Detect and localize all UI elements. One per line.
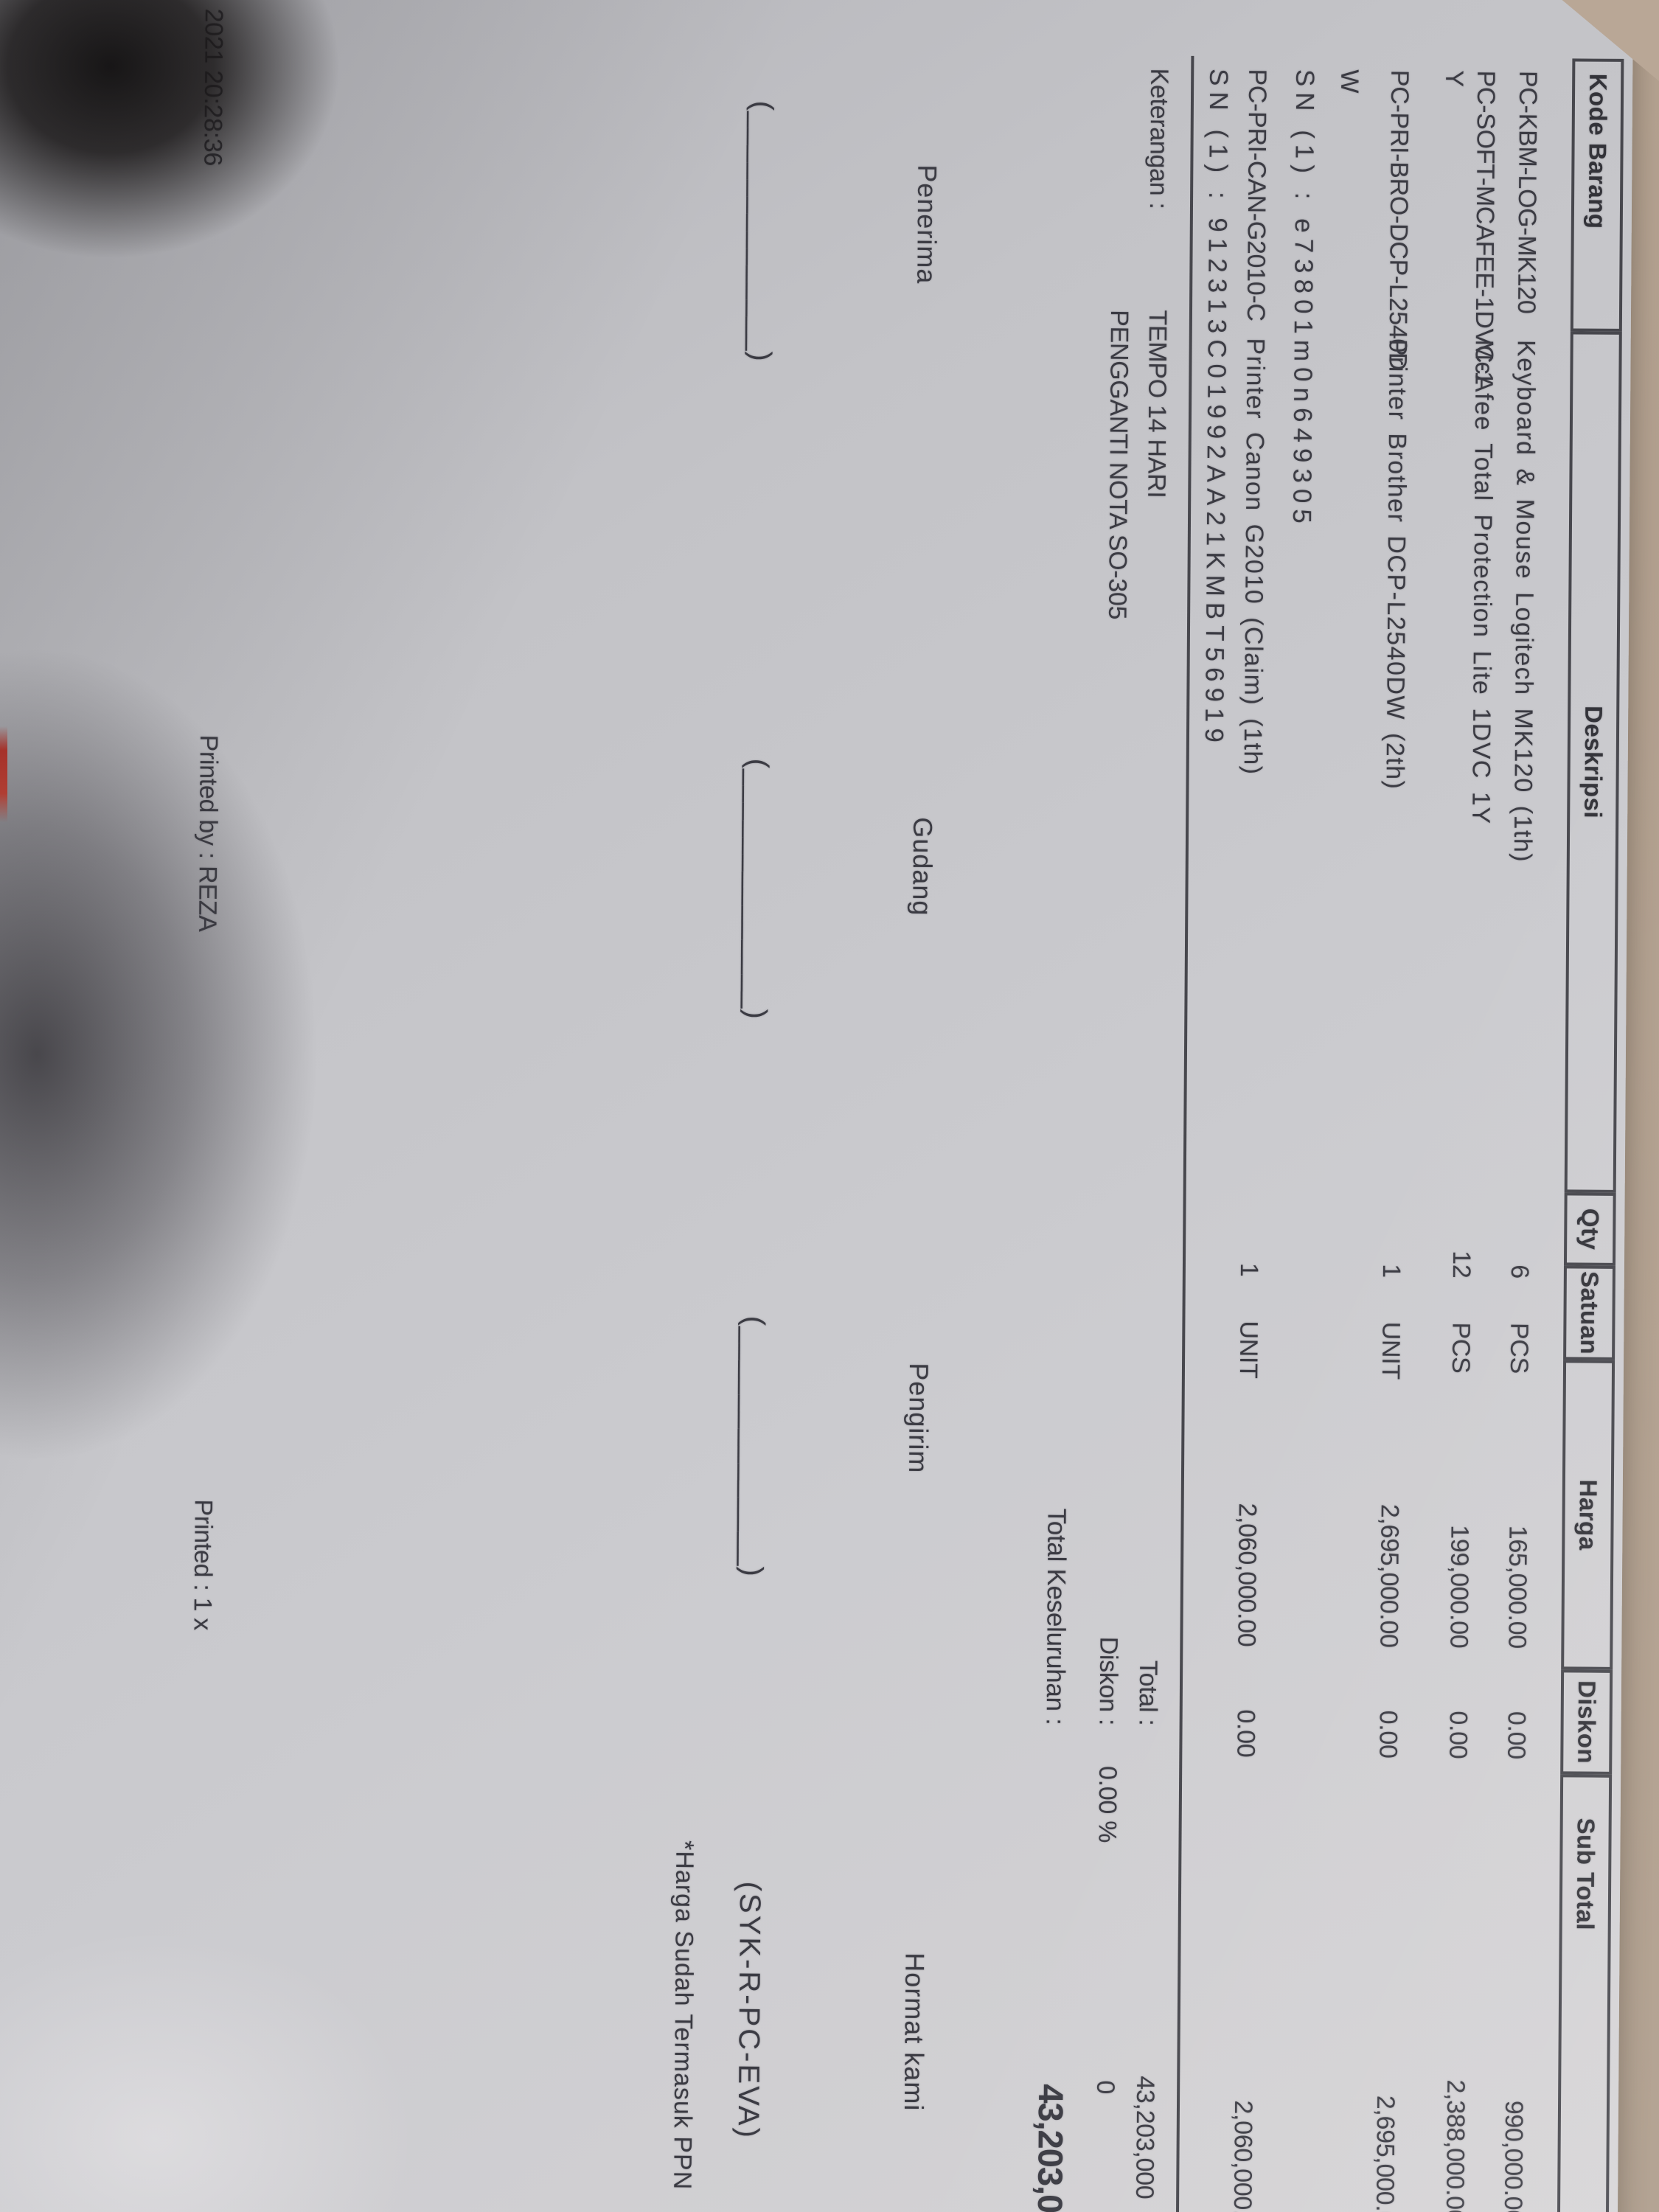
row2-code: PC-SOFT-MCAFEE-1DVC-1 <box>1470 70 1500 386</box>
row2-qty: 12 <box>1447 1251 1476 1279</box>
table-bottom-border <box>1175 55 1194 2212</box>
row4-subtotal: 2,060,000.00 <box>1228 2100 1258 2212</box>
background-red-sliver <box>0 726 7 822</box>
row1-satuan: PCS <box>1504 1322 1534 1374</box>
row2-harga: 199,000.00 <box>1444 1525 1474 1649</box>
row1-desc: Keyboard & Mouse Logitech MK120 (1th) <box>1508 339 1540 863</box>
col-header-satuan: Satuan <box>1563 1265 1615 1360</box>
row4-satuan: UNIT <box>1234 1321 1263 1379</box>
keterangan-line2: PENGGANTI NOTA SO-305 <box>1103 310 1134 620</box>
row1-code: PC-KBM-LOG-MK120 <box>1512 70 1543 314</box>
row1-harga: 165,000.00 <box>1503 1525 1532 1649</box>
footer-print-count: Printed : 1 x <box>188 1499 218 1631</box>
row2-code-wrap: Y <box>1440 70 1469 87</box>
signature-blank-pengirim: (______________) <box>736 1315 771 1577</box>
keterangan-line1: TEMPO 14 HARI <box>1142 310 1172 498</box>
row3-diskon: 0.00 <box>1374 1710 1402 1759</box>
signature-label-hormat-kami: Hormat kami <box>898 1952 931 2112</box>
row2-satuan: PCS <box>1446 1322 1475 1374</box>
row4-qty: 1 <box>1234 1262 1263 1277</box>
row4-harga: 2,060,000.00 <box>1232 1503 1262 1647</box>
row3-subtotal: 2,695,000.00 <box>1370 2095 1400 2212</box>
row3-desc: Printer Brother DCP-L2540DW (2th) <box>1380 338 1412 790</box>
col-header-diskon: Diskon <box>1560 1669 1613 1775</box>
signature-blank-gudang: (______________) <box>740 758 774 1020</box>
row4-diskon: 0.00 <box>1231 1709 1260 1758</box>
col-header-qty: Qty <box>1563 1192 1616 1266</box>
total-value: 43,203,000 <box>1130 2076 1160 2199</box>
row4-desc: Printer Canon G2010 (Claim) (1th) <box>1238 338 1270 776</box>
row3-serial-number: SN (1) : e73801m0n649305 <box>1287 69 1320 529</box>
signature-label-penerima: Penerima <box>911 164 943 285</box>
row2-desc: McAfee Total Protection Lite 1DVC 1Y <box>1467 339 1498 825</box>
row3-qty: 1 <box>1377 1264 1405 1278</box>
row2-subtotal: 2,388,000.00 <box>1440 2079 1470 2212</box>
col-header-deskripsi: Deskripsi <box>1564 331 1622 1193</box>
grand-total-value: 43,203,000 <box>1030 2084 1071 2212</box>
row4-serial-number: SN (1) : 912313C01992AA21KMBT56919 <box>1199 68 1234 749</box>
row1-qty: 6 <box>1505 1265 1534 1279</box>
grand-total-label: Total Keseluruhan : <box>1040 1508 1071 1725</box>
row1-subtotal: 990,000.00 <box>1498 2100 1528 2212</box>
bottom-left-highlight <box>0 1932 413 2212</box>
keterangan-label: Keterangan : <box>1144 68 1174 209</box>
signature-stamp-code: (SYK-R-PC-EVA) <box>731 1881 767 2140</box>
col-header-kode-barang: Kode Barang <box>1570 58 1624 332</box>
corner-shadow <box>0 0 339 258</box>
signature-label-pengirim: Pengirim <box>902 1363 935 1474</box>
row1-diskon: 0.00 <box>1502 1711 1531 1760</box>
signature-label-gudang: Gudang <box>907 817 939 917</box>
signature-blank-penerima: (______________) <box>744 100 779 362</box>
total-label: Total : <box>1133 1660 1163 1726</box>
row3-code-wrap: W <box>1335 69 1364 94</box>
col-header-harga: Harga <box>1561 1360 1615 1670</box>
tax-note: *Harga Sudah Termasuk PPN <box>668 1840 699 2191</box>
diskon-total-percent: 0.00 % <box>1093 1765 1122 1843</box>
col-header-sub-total: Sub Total <box>1557 1774 1613 2212</box>
diskon-total-label: Diskon : <box>1093 1636 1123 1726</box>
row4-code: PC-PRI-CAN-G2010-C <box>1241 69 1272 321</box>
left-edge-shadow <box>0 649 317 1460</box>
row2-diskon: 0.00 <box>1444 1711 1472 1759</box>
diskon-total-value: 0 <box>1091 2080 1120 2095</box>
row3-satuan: UNIT <box>1376 1321 1405 1380</box>
row3-harga: 2,695,000.00 <box>1374 1503 1404 1648</box>
row3-code: PC-PRI-BRO-DCP-L2540D <box>1383 69 1414 371</box>
